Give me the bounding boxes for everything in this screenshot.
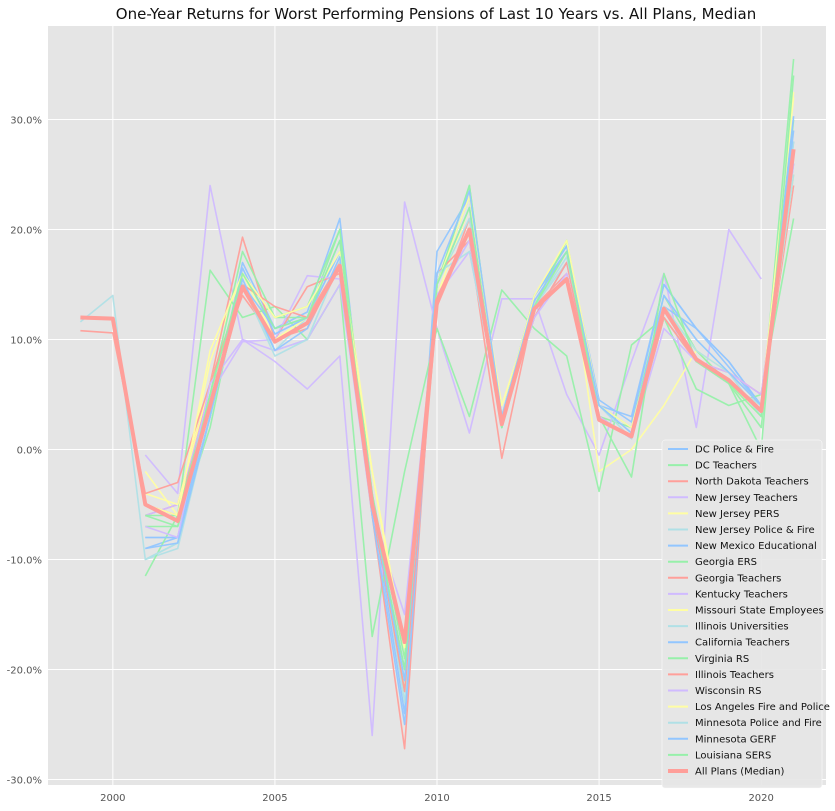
- x-tick-label: 2020: [748, 793, 773, 804]
- legend-label: Missouri State Employees: [695, 606, 824, 617]
- series-line: [145, 75, 795, 671]
- series-line: [144, 184, 762, 737]
- legend-label: All Plans (Median): [695, 767, 785, 778]
- legend-label: Georgia ERS: [695, 557, 757, 568]
- legend-label: New Jersey Police & Fire: [695, 525, 815, 536]
- y-tick-label: -30.0%: [7, 776, 42, 787]
- y-tick-label: -10.0%: [7, 556, 42, 567]
- y-tick-label: 10.0%: [10, 336, 42, 347]
- series-lines: [79, 58, 796, 750]
- legend-label: Wisconsin RS: [695, 686, 761, 697]
- legend-label: Georgia Teachers: [695, 573, 781, 584]
- x-tick-label: 2000: [100, 793, 125, 804]
- y-tick-label: 20.0%: [10, 226, 42, 237]
- legend-label: Virginia RS: [695, 654, 749, 665]
- y-axis-ticks: -30.0% -20.0% -10.0% 0.0% 10.0% 20.0% 30.0%: [7, 116, 42, 787]
- legend-label: North Dakota Teachers: [695, 477, 809, 488]
- y-tick-label: 0.0%: [17, 446, 42, 457]
- legend-label: New Jersey PERS: [695, 509, 779, 520]
- x-tick-label: 2015: [586, 793, 611, 804]
- legend-label: California Teachers: [695, 638, 790, 649]
- legend-label: Minnesota GERF: [695, 734, 777, 745]
- y-tick-label: -20.0%: [7, 666, 42, 677]
- series-line: [144, 218, 795, 638]
- legend: DC Police & Fire DC Teachers North Dakota …: [661, 439, 830, 789]
- legend-label: Illinois Universities: [695, 622, 789, 633]
- series-line: [80, 148, 796, 644]
- legend-label: New Mexico Educational: [695, 541, 817, 552]
- legend-label: New Jersey Teachers: [695, 493, 798, 504]
- chart-title: One-Year Returns for Worst Performing Pe…: [116, 5, 756, 23]
- legend-label: Los Angeles Fire and Police: [695, 702, 830, 713]
- legend-label: Illinois Teachers: [695, 670, 774, 681]
- x-axis-ticks: 2000 2005 2010 2015 2020: [100, 793, 774, 804]
- y-tick-label: 30.0%: [10, 116, 42, 127]
- x-tick-label: 2005: [262, 793, 287, 804]
- legend-label: Minnesota Police and Fire: [695, 718, 822, 729]
- legend-label: Kentucky Teachers: [695, 589, 788, 600]
- legend-label: Louisiana SERS: [695, 750, 771, 761]
- legend-box: [661, 439, 823, 789]
- x-tick-label: 2010: [424, 793, 449, 804]
- legend-label: DC Teachers: [695, 461, 757, 472]
- legend-label: DC Police & Fire: [695, 445, 774, 456]
